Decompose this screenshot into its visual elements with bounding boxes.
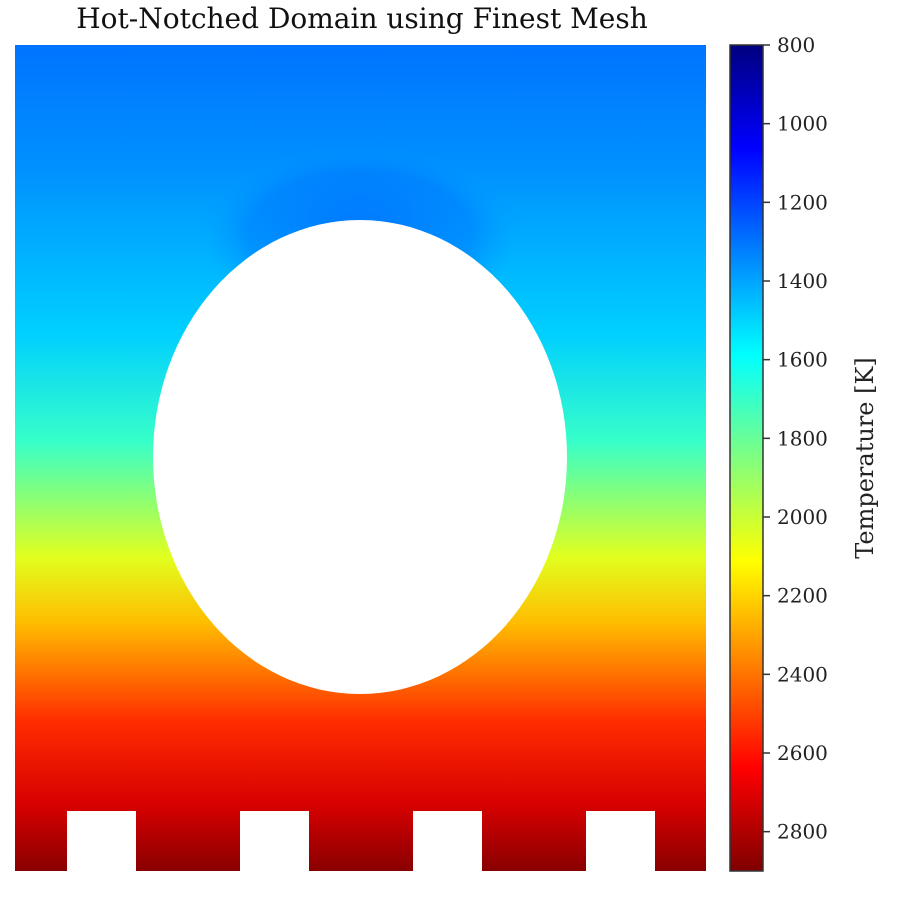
isotherm-bulge-left xyxy=(15,160,185,680)
colorbar-tick-label: 1200 xyxy=(777,190,828,214)
colorbar-tick-label: 2200 xyxy=(777,584,828,608)
colorbar-tick-label: 1400 xyxy=(777,269,828,293)
colorbar-tick-label: 1600 xyxy=(777,348,828,372)
notch xyxy=(240,811,309,872)
colorbar-tick-label: 2400 xyxy=(777,662,828,686)
notch xyxy=(586,811,655,872)
elliptical-hole xyxy=(153,220,567,694)
colorbar: 800 1000 1200 1400 1600 1800 2000 2200 2400 2600 2… xyxy=(729,33,879,872)
colorbar-tick-label: 2600 xyxy=(777,741,828,765)
isotherm-bulge-right xyxy=(536,160,706,680)
colorbar-tick-label: 2800 xyxy=(777,820,828,844)
colorbar-scale xyxy=(729,44,764,872)
colorbar-label: Temperature [K] xyxy=(851,357,879,559)
notches xyxy=(67,811,655,872)
chart-title: Hot-Notched Domain using Finest Mesh xyxy=(76,2,648,35)
notch xyxy=(413,811,482,872)
notch xyxy=(67,811,136,872)
colorbar-tick-label: 1000 xyxy=(777,112,828,136)
colorbar-tick-label: 1800 xyxy=(777,426,828,450)
colorbar-tick-label: 800 xyxy=(777,33,815,57)
colorbar-tick-label: 2000 xyxy=(777,505,828,529)
